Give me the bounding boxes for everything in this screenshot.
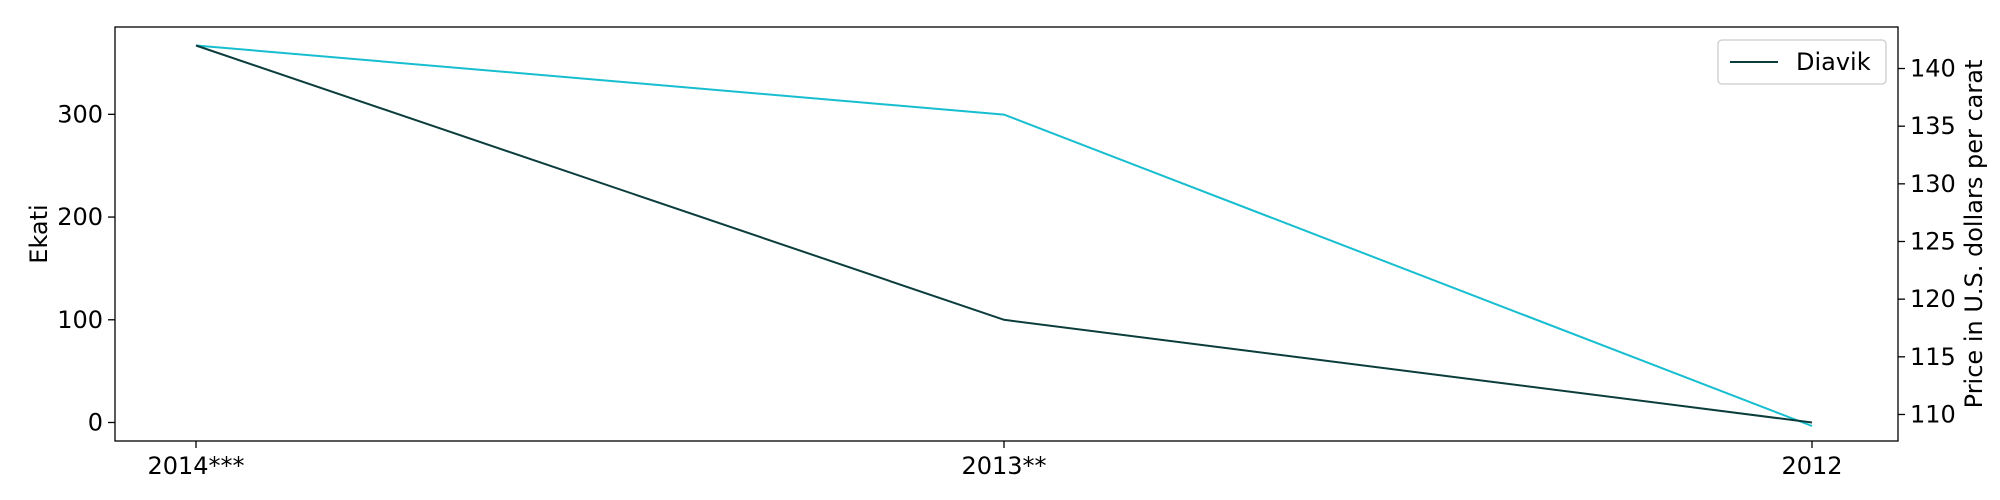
x-tick-label: 2012	[1781, 452, 1842, 480]
right-tick-label: 115	[1910, 343, 1956, 371]
legend-box	[1717, 39, 1887, 85]
left-tick-label: 0	[88, 409, 103, 437]
legend: Diavik	[1717, 39, 1887, 85]
right-tick-label: 140	[1910, 55, 1956, 83]
right-axis-ticks: 110 115 120 125 130 135 140	[1898, 55, 1956, 428]
right-tick-label: 130	[1910, 170, 1956, 198]
right-tick-label: 120	[1910, 285, 1956, 313]
left-axis-ticks: 0 100 200 300	[57, 100, 115, 437]
series-layer	[195, 44, 1813, 427]
right-tick-label: 125	[1910, 227, 1956, 255]
right-tick-label: 110	[1910, 400, 1956, 428]
plot-area	[114, 26, 1899, 442]
left-tick-label: 200	[57, 203, 103, 231]
right-tick-label: 135	[1910, 112, 1956, 140]
series-line-right-axis	[195, 44, 1813, 427]
x-axis-ticks: 2014*** 2013** 2012	[147, 441, 1843, 480]
x-tick-label: 2013**	[961, 452, 1046, 480]
legend-label-diavik: Diavik	[1796, 48, 1871, 76]
y-axis-label-left: Ekati	[25, 204, 53, 263]
x-tick-label: 2014***	[147, 452, 244, 480]
left-tick-label: 100	[57, 306, 103, 334]
series-line-diavik	[195, 44, 1813, 424]
y-axis-label-right: Price in U.S. dollars per carat	[1960, 60, 1988, 409]
left-tick-label: 300	[57, 100, 103, 128]
